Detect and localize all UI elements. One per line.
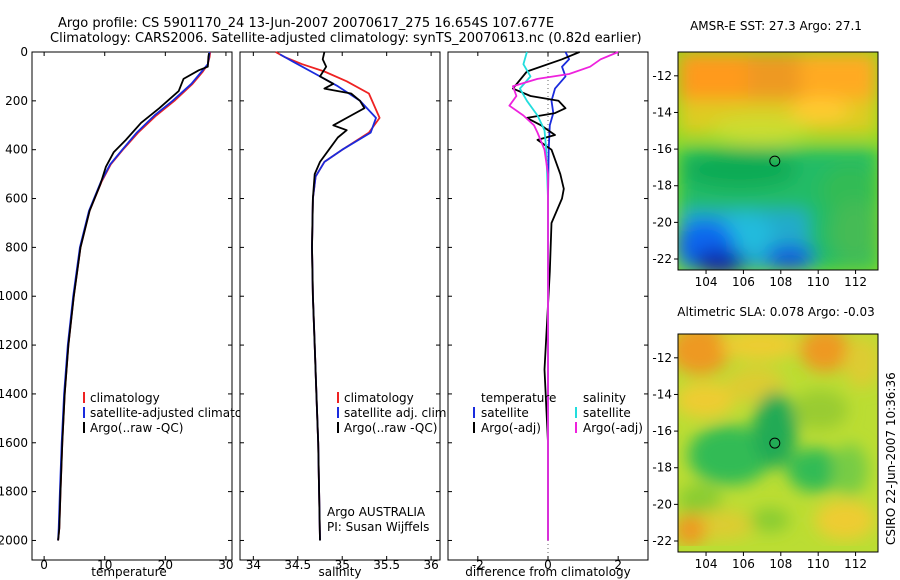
legend-label-temp-satellite: satellite	[481, 406, 529, 420]
difference-panel: -2 0 2 temperature satellite Argo(-adj) sa…	[447, 51, 649, 579]
argo-location-marker-sst	[769, 155, 781, 167]
lat-tick-label: -16	[652, 424, 672, 438]
sla-map-panel: Altimetric SLA: 0.078 Argo: -0.03	[652, 305, 879, 571]
temperature-legend: climatology satellite-adjusted climatolo…	[83, 391, 268, 435]
sst-map-frame	[677, 51, 879, 271]
series-line-argo-raw-qc	[311, 51, 366, 541]
difference-y-ticks	[448, 51, 648, 541]
lat-tick-label: -16	[652, 142, 672, 156]
series-line-argo-raw-qc	[57, 53, 210, 541]
lon-tick-label: 112	[844, 557, 867, 571]
salinity-series-group	[275, 51, 381, 541]
y-tick-label: 800	[5, 240, 28, 254]
temperature-y-axis: 0 200 400 600 800 1000 1200 1400 1600 1800 2000	[0, 45, 232, 547]
argo-location-marker-sla	[769, 437, 781, 449]
legend-label-argo: Argo(..raw -QC)	[90, 421, 183, 435]
y-tick-label: 1200	[0, 338, 28, 352]
lon-tick-label: 106	[732, 557, 755, 571]
lon-tick-label: 110	[807, 275, 830, 289]
lat-tick-label: -22	[652, 252, 672, 266]
legend-label-argo: Argo(..raw -QC)	[344, 421, 437, 435]
y-tick-label: 0	[20, 45, 28, 59]
lon-tick-label: 110	[807, 557, 830, 571]
lat-tick-label: -22	[652, 534, 672, 548]
x-tick-label: 34.5	[284, 558, 311, 572]
lat-tick-label: -12	[652, 351, 672, 365]
y-tick-label: 1800	[0, 485, 28, 499]
lon-tick-label: 108	[769, 275, 792, 289]
lon-tick-label: 104	[695, 557, 718, 571]
temperature-x-axis: 0 10 20 30	[40, 52, 234, 572]
y-tick-label: 400	[5, 143, 28, 157]
temperature-series-group	[57, 51, 212, 541]
legend-label-temp-argo: Argo(-adj)	[481, 421, 541, 435]
salinity-y-ticks	[240, 51, 440, 541]
lon-tick-label: 108	[769, 557, 792, 571]
temperature-x-label: temperature	[91, 565, 166, 579]
x-tick-label: -2	[472, 558, 484, 572]
csiro-timestamp: CSIRO 22-Jun-2007 10:36:36	[884, 372, 898, 545]
legend-label-sal-satellite: satellite	[583, 406, 631, 420]
lat-tick-label: -18	[652, 461, 672, 475]
legend-heading-salinity: salinity	[583, 391, 626, 405]
y-tick-label: 600	[5, 192, 28, 206]
x-tick-label: 20	[158, 558, 173, 572]
x-tick-label: 30	[218, 558, 233, 572]
salinity-x-label: salinity	[318, 565, 361, 579]
temperature-panel: 0 200 400 600 800 1000 1200 1400 1600 1800 2000 0 1…	[0, 45, 268, 579]
lat-tick-label: -14	[652, 387, 672, 401]
y-tick-label: 200	[5, 94, 28, 108]
legend-heading-temperature: temperature	[481, 391, 556, 405]
y-tick-label: 1000	[0, 289, 28, 303]
sla-map-frame	[677, 333, 879, 553]
temperature-plot-frame	[31, 51, 233, 561]
sla-map-title: Altimetric SLA: 0.078 Argo: -0.03	[677, 305, 874, 319]
x-tick-label: 2	[614, 558, 622, 572]
sla-map-axes: -12 -14 -16 -18 -20 -22 104 106 108 110 112	[652, 351, 867, 571]
lat-tick-label: -20	[652, 215, 672, 229]
y-tick-label: 2000	[0, 533, 28, 547]
sst-map-panel: AMSR-E SST: 27.3 Argo: 27.1	[652, 19, 879, 289]
salinity-legend: climatology satellite adj. clim. Argo(..…	[337, 391, 450, 435]
annotation-argo-australia: Argo AUSTRALIA	[327, 505, 426, 519]
difference-legend: temperature satellite Argo(-adj) salinit…	[473, 391, 643, 435]
lat-tick-label: -14	[652, 105, 672, 119]
x-tick-label: 35	[335, 558, 350, 572]
legend-label-sal-argo: Argo(-adj)	[583, 421, 643, 435]
difference-series-group	[508, 51, 619, 541]
lat-tick-label: -12	[652, 69, 672, 83]
x-tick-label: 10	[97, 558, 112, 572]
legend-label-climatology: climatology	[90, 391, 160, 405]
annotation-pi: PI: Susan Wijffels	[327, 520, 429, 534]
sst-map-title: AMSR-E SST: 27.3 Argo: 27.1	[690, 19, 862, 33]
x-tick-label: 35.5	[373, 558, 400, 572]
x-tick-label: 0	[40, 558, 48, 572]
legend-label-climatology: climatology	[344, 391, 414, 405]
y-tick-label: 1400	[0, 387, 28, 401]
x-tick-label: 34	[246, 558, 261, 572]
lon-tick-label: 112	[844, 275, 867, 289]
sla-field	[678, 334, 878, 552]
header-line-1: Argo profile: CS 5901170_24 13-Jun-2007 …	[58, 16, 554, 31]
lon-tick-label: 106	[732, 275, 755, 289]
header-line-2: Climatology: CARS2006. Satellite-adjuste…	[50, 31, 642, 46]
lat-tick-label: -18	[652, 179, 672, 193]
legend-label-satellite: satellite-adjusted climatology	[90, 406, 268, 420]
lat-tick-label: -20	[652, 497, 672, 511]
salinity-x-axis: 34 34.5 35 35.5 36	[246, 52, 439, 572]
difference-x-label: difference from climatology	[465, 565, 631, 579]
lon-tick-label: 104	[695, 275, 718, 289]
sst-map-axes: -12 -14 -16 -18 -20 -22 104 106 108 110 112	[652, 69, 867, 289]
series-line-argo-adj	[512, 51, 580, 541]
series-line-salinity-argo-adj	[508, 51, 619, 541]
x-tick-label: 36	[423, 558, 438, 572]
sst-field	[678, 52, 878, 270]
x-tick-label: 0	[544, 558, 552, 572]
salinity-panel: 34 34.5 35 35.5 36 climatology satellite adj…	[239, 51, 450, 579]
legend-label-satellite: satellite adj. clim.	[344, 406, 450, 420]
y-tick-label: 1600	[0, 436, 28, 450]
